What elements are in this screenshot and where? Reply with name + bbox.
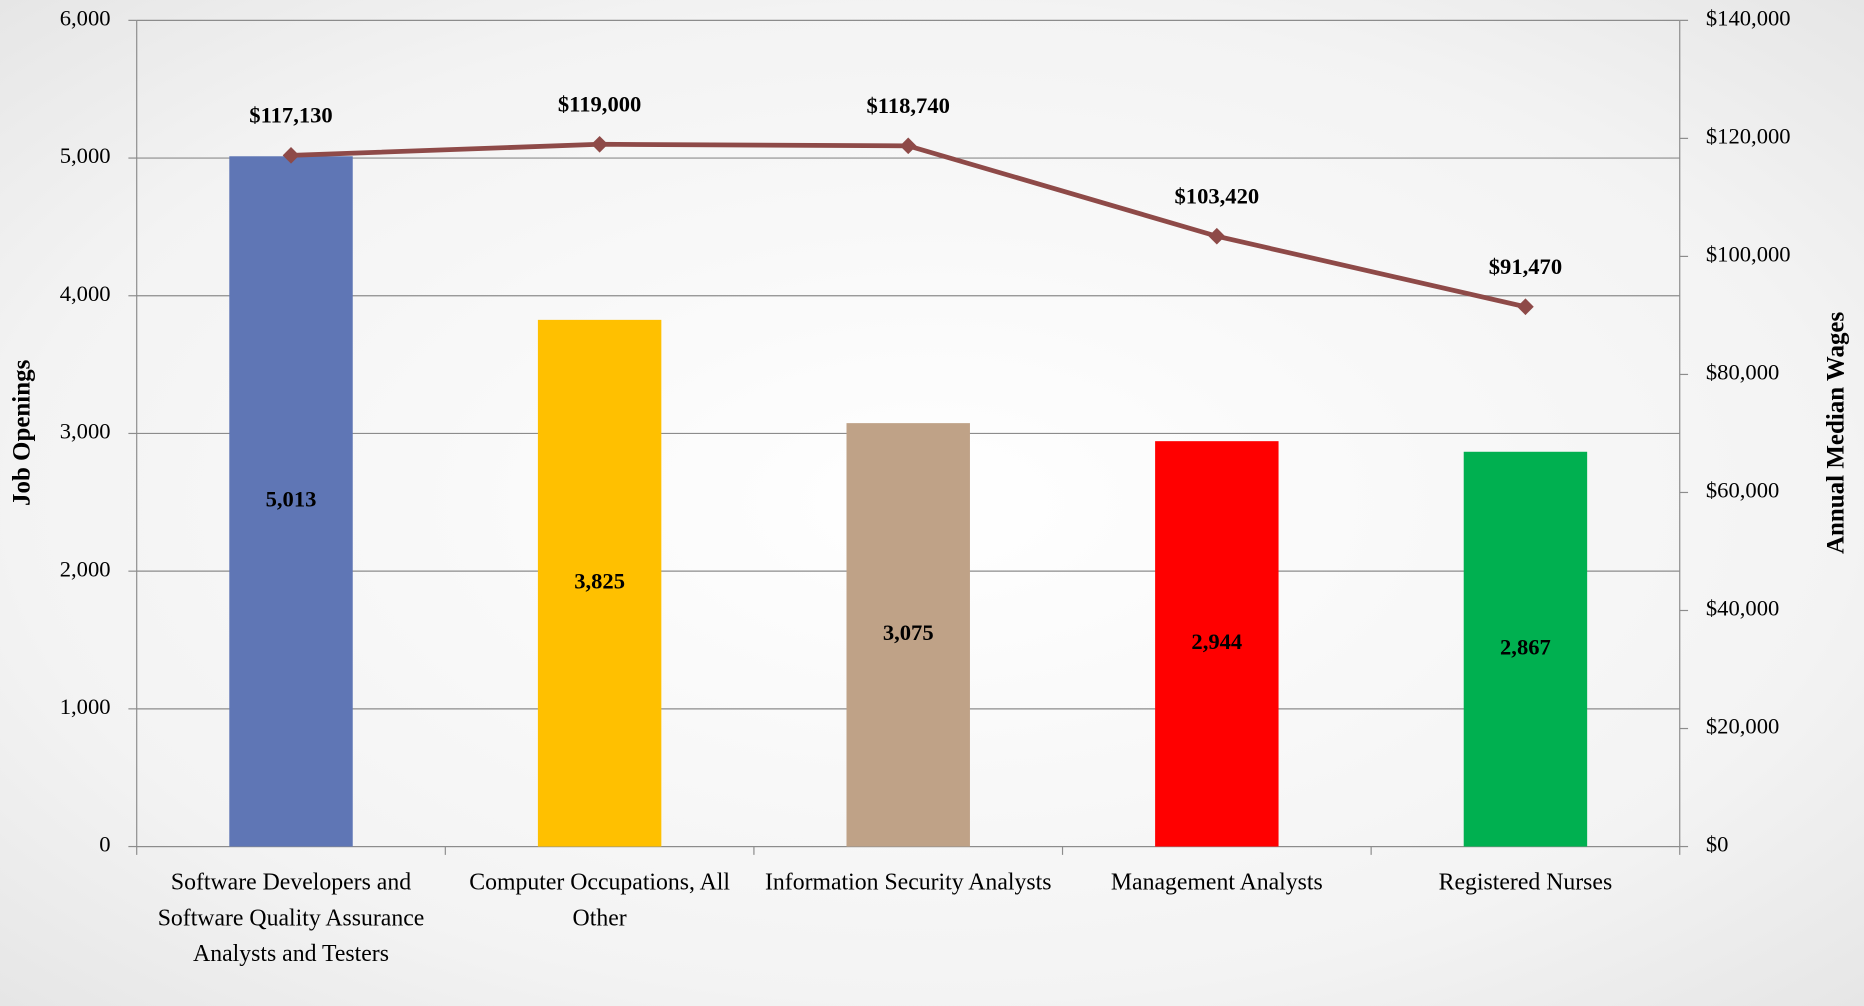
line-value-label: $91,470: [1489, 254, 1562, 279]
y-axis-title: Job Openings: [9, 359, 36, 506]
y2-tick-label: $60,000: [1706, 478, 1779, 503]
bar-value-label: 3,825: [574, 568, 625, 593]
bar-value-label: 2,867: [1500, 634, 1551, 659]
bar: [846, 423, 970, 847]
bar-value-label: 2,944: [1191, 629, 1242, 654]
x-tick-label: Management Analysts: [1111, 870, 1323, 896]
x-tick-label: Registered Nurses: [1439, 870, 1613, 896]
y-tick-label: 6,000: [60, 6, 111, 31]
x-tick-label: Software Developers and Software Quality …: [158, 870, 425, 967]
bar: [1463, 451, 1588, 847]
y-tick-label: 5,000: [60, 143, 111, 168]
bar-value-label: 5,013: [266, 487, 317, 512]
x-tick-label: Computer Occupations, All Other: [469, 870, 730, 932]
line-marker: [1517, 298, 1534, 316]
y2-tick-label: $140,000: [1706, 6, 1791, 31]
y2-tick-label: $100,000: [1706, 242, 1791, 267]
x-tick-label: Information Security Analysts: [765, 870, 1051, 896]
line-value-label: $119,000: [558, 91, 641, 116]
bar: [229, 156, 353, 847]
y-tick-label: 2,000: [60, 556, 111, 581]
line-value-label: $117,130: [249, 102, 332, 127]
line-marker: [1208, 227, 1226, 245]
y2-tick-label: $40,000: [1706, 596, 1779, 621]
y-tick-label: 0: [99, 832, 110, 857]
line-value-label: $118,740: [867, 93, 950, 118]
y-tick-label: 4,000: [60, 281, 111, 306]
y2-tick-label: $80,000: [1706, 360, 1779, 385]
line: [290, 141, 1526, 310]
bar: [1155, 441, 1279, 847]
line-marker: [591, 135, 608, 153]
y2-tick-label: $20,000: [1706, 714, 1779, 739]
y2-tick-label: $120,000: [1706, 124, 1791, 149]
y-tick-label: 3,000: [60, 419, 111, 444]
bar: [537, 319, 662, 847]
line-marker: [899, 137, 917, 155]
bar-value-label: 3,075: [883, 620, 934, 645]
y2-axis-title: Annual Median Wages: [1823, 311, 1850, 553]
y-tick-label: 1,000: [60, 694, 111, 719]
y2-tick-label: $0: [1706, 832, 1729, 857]
line-value-label: $103,420: [1174, 183, 1259, 208]
